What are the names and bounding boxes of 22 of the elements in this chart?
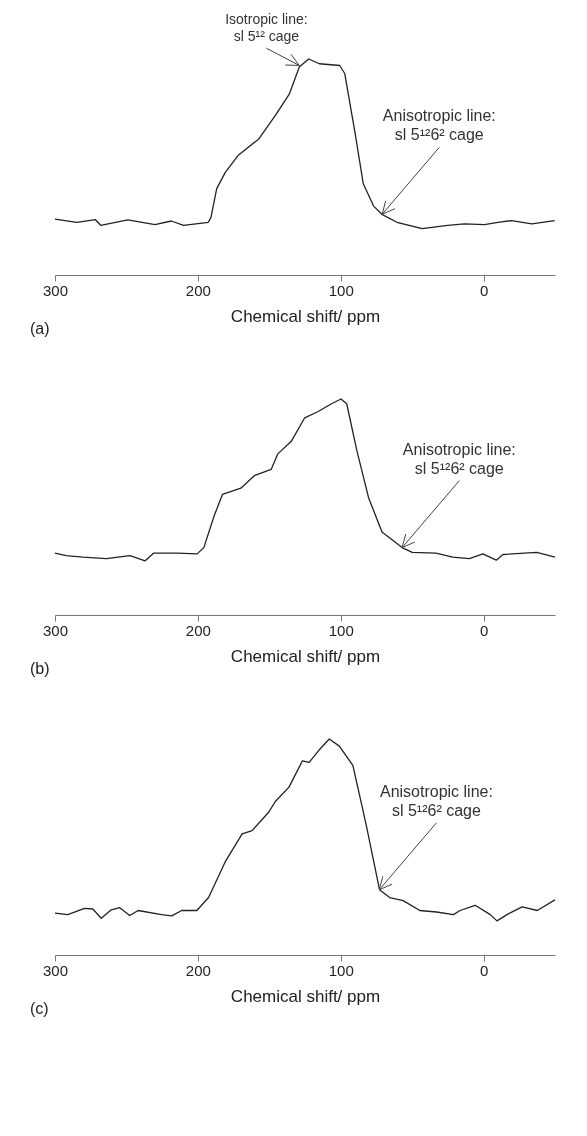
x-tick-label: 300 [42, 281, 69, 299]
x-axis-title: Chemical shift/ ppm [230, 646, 381, 666]
annotation: Isotropic line: sl 5¹² cage [225, 11, 308, 45]
x-tick-label: 200 [185, 621, 211, 639]
x-tick-label: 0 [479, 961, 489, 979]
x-tick-label: 100 [328, 961, 354, 979]
x-tick-label: 300 [42, 961, 69, 979]
annotation: Anisotropic line: sl 5¹²6² cage [379, 782, 493, 819]
x-tick-label: 0 [479, 621, 489, 639]
x-tick-label: 100 [328, 281, 354, 299]
annotation: Anisotropic line: sl 5¹²6² cage [402, 440, 516, 477]
x-tick-label: 200 [185, 961, 211, 979]
text: (c) [30, 1000, 49, 1017]
x-tick-label: 200 [185, 281, 211, 299]
x-axis-title: Chemical shift/ ppm [230, 306, 381, 326]
text: (a) [30, 320, 50, 337]
x-axis-title: Chemical shift/ ppm [230, 986, 381, 1006]
x-tick-label: 100 [328, 621, 354, 639]
text: (b) [30, 660, 50, 677]
annotation: Anisotropic line: sl 5¹²6² cage [382, 107, 496, 144]
x-tick-label: 300 [42, 621, 69, 639]
x-tick-label: 0 [479, 281, 489, 299]
